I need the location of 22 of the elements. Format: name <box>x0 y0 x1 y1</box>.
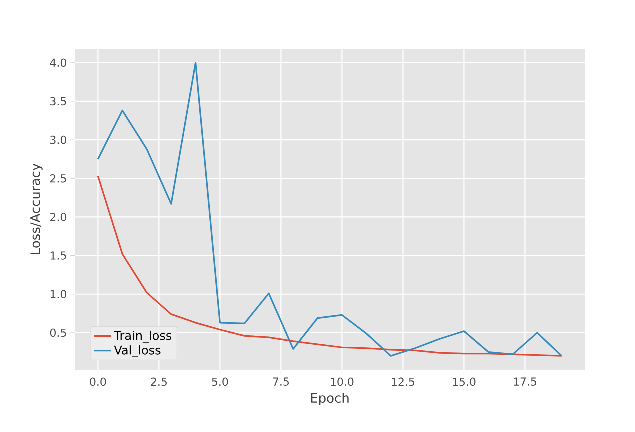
y-tick-label: 1.0 <box>50 290 66 299</box>
legend-label: Val_loss <box>114 346 161 358</box>
y-tick-label: 2.5 <box>50 174 66 183</box>
y-tick-label: 0.5 <box>50 328 66 338</box>
x-tick-label: 0.0 <box>90 378 106 386</box>
x-tick-label: 15.0 <box>453 378 476 386</box>
x-tick-label: 10.0 <box>331 378 354 386</box>
line-series <box>97 62 563 357</box>
y-tick-label: 4.0 <box>50 58 66 68</box>
x-axis-title: Epoch <box>311 392 349 406</box>
y-tick-label: 3.5 <box>50 97 66 106</box>
y-axis-title: Loss/Accuracy <box>30 164 43 254</box>
x-tick-label: 17.5 <box>514 378 536 386</box>
y-tick-label: 1.5 <box>50 252 66 260</box>
x-tick-label: 12.5 <box>392 378 414 386</box>
x-tick-label: 2.5 <box>151 378 167 386</box>
x-tick-label: 7.5 <box>273 378 289 386</box>
legend-label: Train_loss <box>114 330 172 343</box>
x-tick-label: 5.0 <box>212 378 228 386</box>
y-tick-label: 3.0 <box>50 136 66 144</box>
line-series <box>97 176 563 357</box>
y-tick-label: 2.0 <box>50 213 66 222</box>
